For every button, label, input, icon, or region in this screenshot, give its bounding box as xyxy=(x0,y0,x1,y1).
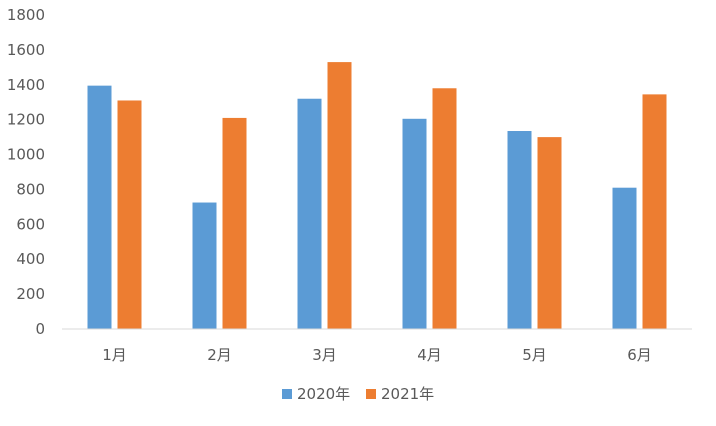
bar-2021年-2月 xyxy=(222,117,247,329)
x-tick-label: 3月 xyxy=(312,346,337,364)
y-tick-label: 200 xyxy=(16,285,45,303)
x-tick-label: 4月 xyxy=(417,346,442,364)
legend-label-2020: 2020年 xyxy=(297,385,350,403)
bar-2021年-3月 xyxy=(327,62,352,329)
y-axis-ticks: 0 200 400 600 800 1000 1200 1400 1600 1800 xyxy=(7,6,45,338)
legend-swatch-2021 xyxy=(366,389,376,399)
legend-swatch-2020 xyxy=(282,389,292,399)
y-tick-label: 1000 xyxy=(7,146,45,164)
y-tick-label: 1400 xyxy=(7,76,45,94)
bar-2021年-4月 xyxy=(432,88,457,330)
bar-2020年-1月 xyxy=(87,85,112,330)
y-tick-label: 0 xyxy=(35,320,45,338)
legend-label-2021: 2021年 xyxy=(381,385,434,403)
bar-2020年-3月 xyxy=(297,98,322,329)
x-tick-label: 2月 xyxy=(207,346,232,364)
x-axis-ticks: 1月 2月 3月 4月 5月 6月 xyxy=(102,346,652,364)
x-tick-label: 6月 xyxy=(627,346,652,364)
bar-2021年-5月 xyxy=(537,137,562,329)
y-tick-label: 800 xyxy=(16,180,45,198)
bar-2020年-5月 xyxy=(507,131,532,329)
legend: 2020年 2021年 xyxy=(282,385,434,403)
y-tick-label: 600 xyxy=(16,215,45,233)
bar-2021年-1月 xyxy=(117,100,142,329)
y-tick-label: 1600 xyxy=(7,41,45,59)
y-tick-label: 1800 xyxy=(7,6,45,24)
bar-2020年-4月 xyxy=(402,118,427,330)
x-tick-label: 1月 xyxy=(102,346,127,364)
x-tick-label: 5月 xyxy=(522,346,547,364)
y-tick-label: 400 xyxy=(16,250,45,268)
bar-2020年-6月 xyxy=(612,187,637,329)
bar-2020年-2月 xyxy=(192,202,217,329)
y-tick-label: 1200 xyxy=(7,111,45,129)
bar-2021年-6月 xyxy=(642,94,667,329)
bars xyxy=(87,62,667,330)
